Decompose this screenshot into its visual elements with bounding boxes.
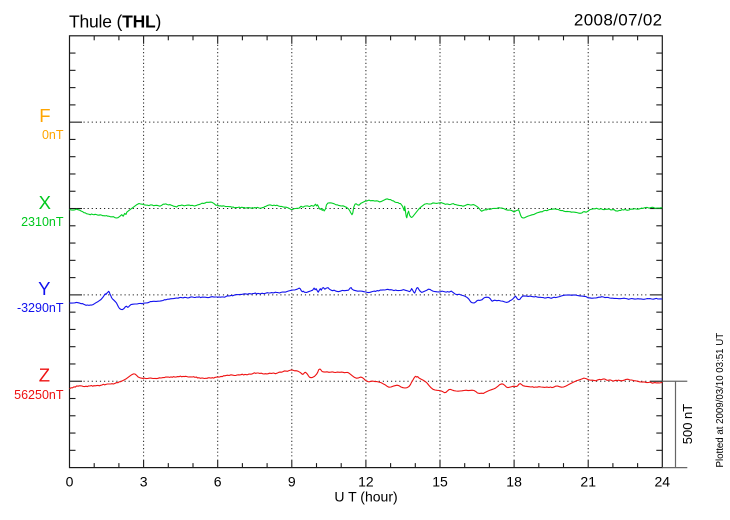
svg-text:3: 3 [140,474,148,490]
svg-text:-3290nT: -3290nT [17,301,64,315]
svg-text:X: X [39,192,51,213]
svg-text:Plotted at 2009/03/10 03:51 UT: Plotted at 2009/03/10 03:51 UT [715,333,726,468]
svg-text:2310nT: 2310nT [21,215,64,229]
svg-text:500 nT: 500 nT [680,404,695,445]
svg-text:F: F [39,105,50,126]
svg-text:9: 9 [288,474,296,490]
svg-text:15: 15 [432,474,448,490]
svg-text:24: 24 [655,474,671,490]
svg-text:18: 18 [506,474,522,490]
svg-text:U T (hour): U T (hour) [334,489,397,505]
svg-text:0nT: 0nT [42,128,64,142]
svg-text:Thule (THL): Thule (THL) [69,12,161,32]
svg-text:Y: Y [38,278,50,299]
svg-text:2008/07/02: 2008/07/02 [574,11,663,30]
svg-text:6: 6 [214,474,222,490]
svg-text:Z: Z [39,364,50,385]
svg-text:0: 0 [66,474,74,490]
svg-text:12: 12 [358,474,374,490]
svg-text:21: 21 [580,474,596,490]
svg-text:56250nT: 56250nT [14,388,64,402]
